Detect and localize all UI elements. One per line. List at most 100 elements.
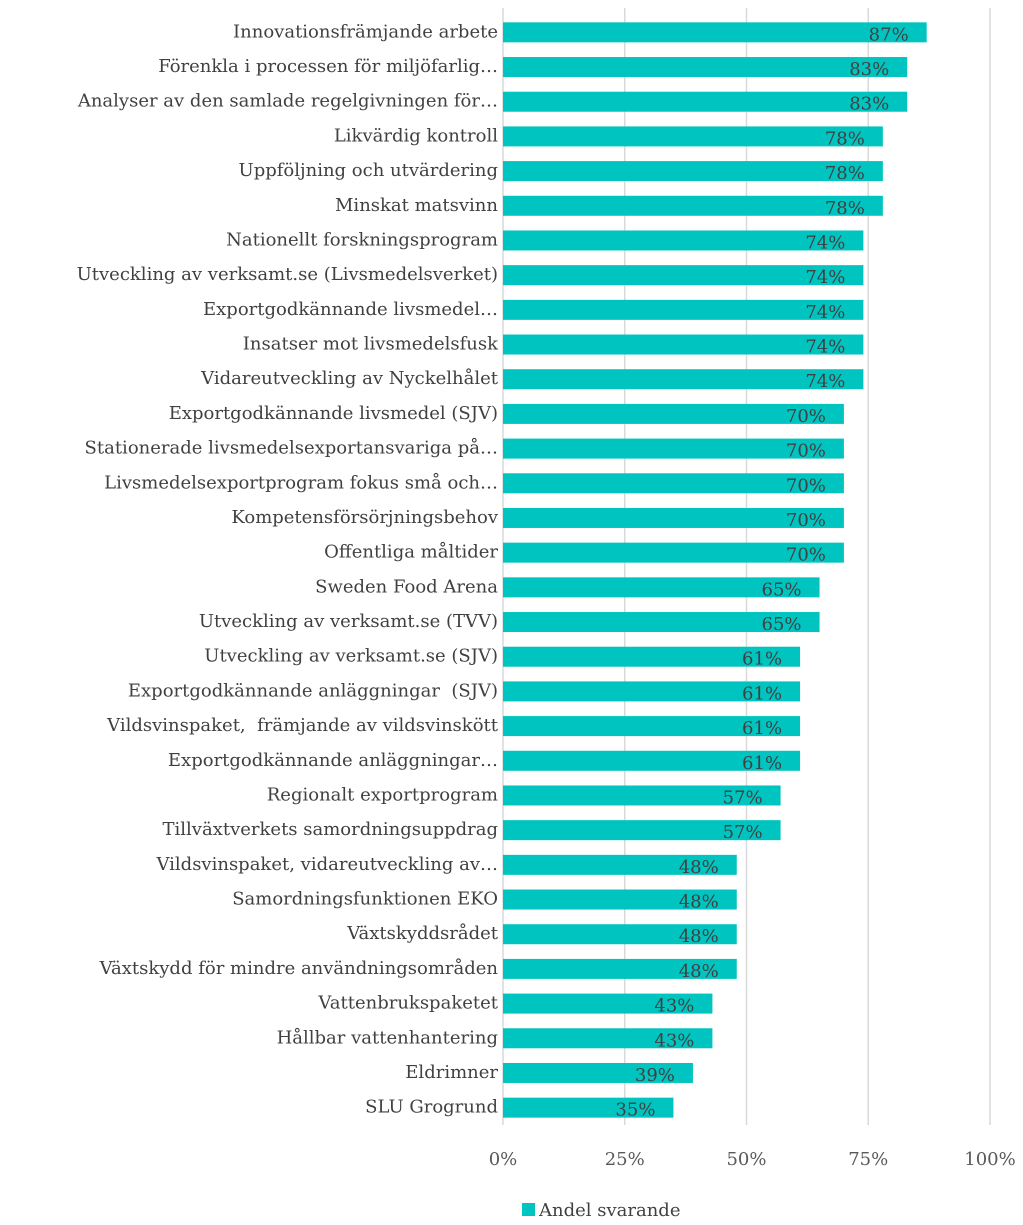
- data-label: 65%: [762, 579, 802, 600]
- y-tick-label: Regionalt exportprogram: [267, 784, 498, 805]
- data-label: 78%: [825, 128, 865, 149]
- x-tick-label: 0%: [489, 1149, 518, 1170]
- y-tick-label: Utveckling av verksamt.se (Livsmedelsver…: [77, 264, 498, 285]
- data-label: 70%: [786, 510, 826, 531]
- data-label: 48%: [679, 892, 719, 913]
- data-label: 83%: [849, 59, 889, 80]
- bar: [503, 195, 883, 216]
- data-label: 39%: [635, 1065, 675, 1086]
- bar: [503, 334, 864, 355]
- bar: [503, 91, 908, 112]
- bar: [503, 785, 781, 806]
- data-label: 74%: [805, 302, 845, 323]
- data-label: 83%: [849, 94, 889, 115]
- data-label: 78%: [825, 163, 865, 184]
- y-tick-label: Exportgodkännande anläggningar (SJV): [128, 680, 498, 701]
- y-tick-label: Hållbar vattenhantering: [277, 1026, 498, 1048]
- bar: [503, 924, 737, 945]
- x-tick-label: 50%: [726, 1149, 766, 1170]
- y-tick-label: Vildsvinspaket, främjande av vildsvinskö…: [106, 715, 499, 736]
- data-label: 57%: [723, 822, 763, 843]
- y-tick-label: Minskat matsvinn: [335, 195, 498, 216]
- bar: [503, 577, 820, 598]
- data-label: 70%: [786, 441, 826, 462]
- bar: [503, 265, 864, 286]
- y-tick-label: SLU Grogrund: [365, 1097, 498, 1118]
- bar: [503, 958, 737, 979]
- bar: [503, 1097, 674, 1118]
- data-label: 74%: [805, 371, 845, 392]
- bar: [503, 716, 801, 737]
- bar: [503, 889, 737, 910]
- y-tick-label: Nationellt forskningsprogram: [226, 229, 498, 250]
- legend-label: Andel svarande: [538, 1200, 681, 1221]
- data-label: 61%: [742, 718, 782, 739]
- y-tick-label: Förenkla i processen för miljöfarlig…: [158, 56, 498, 77]
- x-tick-label: 25%: [605, 1149, 645, 1170]
- y-tick-label: Insatser mot livsmedelsfusk: [243, 334, 499, 355]
- y-tick-label: Uppföljning och utvärdering: [239, 160, 498, 181]
- x-tick-label: 100%: [964, 1149, 1015, 1170]
- y-tick-label: Exportgodkännande livsmedel (SJV): [169, 403, 498, 424]
- data-label: 48%: [679, 961, 719, 982]
- y-tick-label: Kompetensförsörjningsbehov: [231, 507, 498, 528]
- bar: [503, 542, 844, 563]
- y-tick-label: Tillväxtverkets samordningsuppdrag: [163, 819, 498, 840]
- data-label: 70%: [786, 475, 826, 496]
- data-label: 70%: [786, 406, 826, 427]
- y-tick-label: Likvärdig kontroll: [334, 125, 498, 146]
- data-label: 61%: [742, 683, 782, 704]
- data-label: 35%: [615, 1100, 655, 1121]
- y-tick-label: Offentliga måltider: [324, 541, 498, 563]
- bar: [503, 820, 781, 841]
- y-tick-label: Vattenbrukspaketet: [317, 993, 498, 1014]
- data-label: 61%: [742, 753, 782, 774]
- y-tick-label: Analyser av den samlade regelgivningen f…: [77, 91, 498, 112]
- bar: [503, 854, 737, 875]
- data-label: 43%: [654, 996, 694, 1017]
- bar: [503, 299, 864, 320]
- y-tick-label: Eldrimner: [405, 1062, 498, 1083]
- bar: [503, 22, 927, 43]
- bar: [503, 1062, 693, 1083]
- y-tick-label: Stationerade livsmedelsexportansvariga p…: [85, 437, 498, 459]
- bar: [503, 438, 844, 459]
- data-label: 48%: [679, 857, 719, 878]
- y-tick-label: Vildsvinspaket, vidareutveckling av…: [155, 854, 498, 875]
- y-tick-label: Exportgodkännande anläggningar…: [168, 750, 498, 771]
- data-label: 74%: [805, 337, 845, 358]
- data-label: 48%: [679, 926, 719, 947]
- bar: [503, 161, 883, 182]
- data-label: 61%: [742, 649, 782, 670]
- y-tick-label: Utveckling av verksamt.se (TVV): [199, 611, 498, 632]
- data-label: 78%: [825, 198, 865, 219]
- bar: [503, 993, 713, 1014]
- bar: [503, 126, 883, 147]
- data-label: 70%: [786, 545, 826, 566]
- bar: [503, 507, 844, 528]
- x-tick-label: 75%: [848, 1149, 888, 1170]
- y-tick-label: Exportgodkännande livsmedel…: [203, 299, 498, 320]
- data-label: 57%: [723, 787, 763, 808]
- y-tick-label: Växtskyddsrådet: [346, 922, 499, 944]
- data-label: 74%: [805, 267, 845, 288]
- bar: [503, 681, 801, 702]
- y-tick-label: Samordningsfunktionen EKO: [232, 889, 498, 910]
- data-label: 87%: [869, 24, 909, 45]
- bar: [503, 1028, 713, 1049]
- y-tick-label: Växtskydd för mindre användningsområden: [99, 957, 499, 979]
- y-tick-label: Innovationsfrämjande arbete: [233, 21, 498, 42]
- y-tick-label: Sweden Food Arena: [315, 576, 498, 597]
- bar: [503, 750, 801, 771]
- bar: [503, 403, 844, 424]
- bar: [503, 57, 908, 78]
- data-label: 65%: [762, 614, 802, 635]
- data-label: 43%: [654, 1030, 694, 1051]
- bar: [503, 230, 864, 251]
- y-tick-label: Vidareutveckling av Nyckelhålet: [200, 367, 499, 389]
- y-tick-label: Utveckling av verksamt.se (SJV): [204, 646, 498, 667]
- bar: [503, 369, 864, 390]
- y-tick-label: Livsmedelsexportprogram fokus små och…: [104, 471, 498, 493]
